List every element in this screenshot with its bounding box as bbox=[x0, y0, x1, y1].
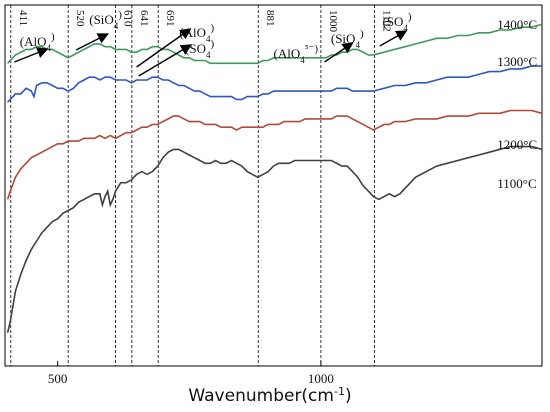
series-label-0: 1400°C bbox=[497, 17, 537, 32]
annotation-label-2: (AlO4) bbox=[179, 22, 214, 44]
vline-label-411: 411 bbox=[17, 10, 29, 26]
series-label-1: 1300°C bbox=[497, 54, 537, 69]
annotation-label-4: (AlO4⁵⁻) bbox=[274, 43, 319, 65]
annotation-arrow-3 bbox=[138, 44, 193, 77]
series-line-1100°C bbox=[6, 145, 543, 333]
annotation-label-0: (AlO4) bbox=[20, 31, 55, 53]
vline-label-1102: 1102 bbox=[381, 10, 393, 32]
vline-label-641: 641 bbox=[138, 10, 150, 27]
annotation-label-3: (SO4) bbox=[185, 38, 214, 60]
x-tick-label-1000: 1000 bbox=[308, 371, 334, 386]
vline-label-1000: 1000 bbox=[327, 10, 339, 33]
x-axis-label: Wavenumber(cm-1) bbox=[188, 385, 351, 407]
series-line-1300°C bbox=[7, 65, 542, 103]
series-line-1400°C bbox=[7, 23, 543, 65]
series-line-1200°C bbox=[6, 109, 543, 200]
annotation-label-6: (SO4) bbox=[382, 11, 411, 33]
vline-label-520: 520 bbox=[74, 10, 86, 27]
vline-label-881: 881 bbox=[264, 10, 276, 27]
annotation-arrows bbox=[14, 28, 408, 77]
plot-frame bbox=[4, 4, 543, 367]
x-axis-ticks: 500 1000 bbox=[48, 361, 334, 386]
annotation-label-1: (SiO4) bbox=[89, 9, 122, 31]
annotation-arrow-2 bbox=[136, 28, 192, 68]
annotation-arrow-5 bbox=[379, 30, 408, 47]
annotation-label-5: (SiO4) bbox=[331, 28, 364, 50]
annotation-arrow-1 bbox=[75, 33, 109, 51]
vline-label-691: 691 bbox=[164, 10, 176, 27]
annotation-arrow-4 bbox=[324, 42, 354, 63]
series-group bbox=[6, 23, 543, 333]
annotation-labels: (AlO4)(SiO4)(AlO4)(SO4)(AlO4⁵⁻)(SiO4)(SO… bbox=[17, 9, 537, 191]
series-label-3: 1100°C bbox=[497, 176, 536, 191]
annotation-arrow-0 bbox=[14, 47, 49, 63]
x-tick-label-500: 500 bbox=[48, 371, 68, 386]
series-label-2: 1200°C bbox=[497, 137, 537, 152]
vline-label-610: 610 bbox=[122, 10, 134, 27]
